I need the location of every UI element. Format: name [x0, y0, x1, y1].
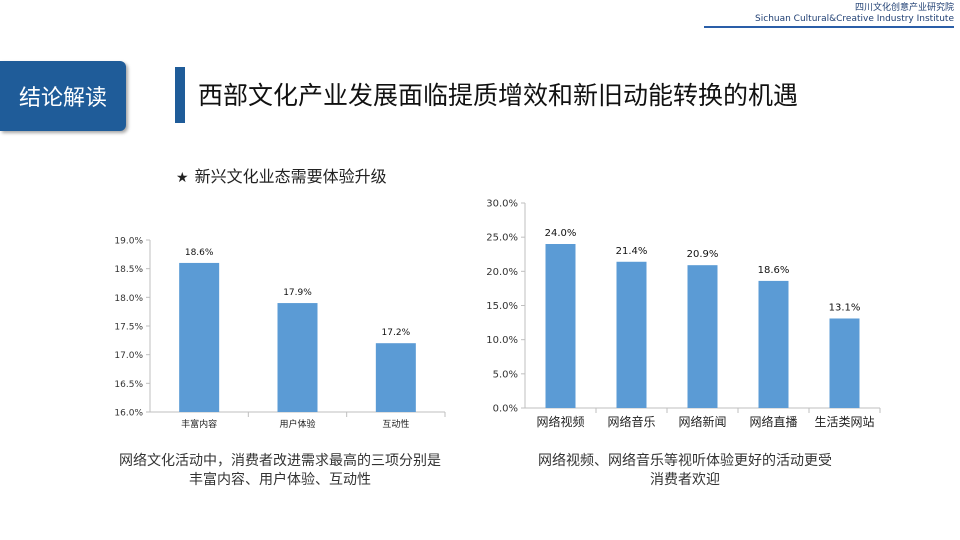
left-caption-line-1: 网络文化活动中，消费者改进需求最高的三项分别是 — [119, 453, 441, 469]
subtitle-text: 新兴文化业态需要体验升级 — [194, 167, 387, 186]
right-y-tick-label: 10.0% — [486, 335, 518, 346]
left-y-tick-label: 18.0% — [114, 294, 143, 304]
left-y-tick-label: 17.0% — [114, 351, 143, 361]
right-chart-caption: 网络视频、网络音乐等视听体验更好的活动更受 消费者欢迎 — [495, 452, 875, 490]
institute-name-en: Sichuan Cultural&Creative Industry Insti… — [755, 14, 954, 24]
left-category-label: 用户体验 — [279, 418, 315, 430]
left-bar — [375, 343, 416, 412]
left-y-tick-label: 17.5% — [114, 323, 143, 333]
right-category-label: 网络新闻 — [678, 414, 726, 429]
institute-name: 四川文化创意产业研究院 Sichuan Cultural&Creative In… — [704, 3, 954, 28]
left-bar-value-label: 18.6% — [185, 248, 214, 258]
right-caption-line-2: 消费者欢迎 — [650, 472, 720, 488]
right-category-label: 网络直播 — [749, 414, 797, 429]
left-chart-caption: 网络文化活动中，消费者改进需求最高的三项分别是 丰富内容、用户体验、互动性 — [90, 452, 470, 490]
right-bar-value-label: 18.6% — [758, 265, 790, 276]
right-bar — [616, 261, 647, 408]
right-y-tick-label: 0.0% — [493, 404, 518, 415]
right-caption-line-1: 网络视频、网络音乐等视听体验更好的活动更受 — [538, 453, 832, 469]
header-rule — [704, 26, 954, 28]
right-bar-value-label: 20.9% — [687, 249, 719, 260]
left-y-tick-label: 16.0% — [114, 409, 143, 419]
left-bar — [277, 303, 318, 412]
left-y-tick-label: 19.0% — [114, 237, 143, 247]
subtitle: ★ 新兴文化业态需要体验升级 — [176, 163, 387, 187]
institute-name-cn: 四川文化创意产业研究院 — [854, 3, 954, 13]
star-icon: ★ — [176, 170, 189, 186]
right-bar — [545, 244, 576, 408]
left-bar-value-label: 17.2% — [382, 328, 411, 338]
right-category-label: 网络视频 — [536, 414, 584, 429]
left-y-tick-label: 16.5% — [114, 380, 143, 390]
page-title: 西部文化产业发展面临提质增效和新旧动能转换的机遇 — [198, 81, 799, 110]
right-y-tick-label: 15.0% — [486, 301, 518, 312]
right-y-tick-label: 20.0% — [486, 267, 518, 278]
right-category-label: 网络音乐 — [607, 414, 655, 429]
section-badge: 结论解读 — [0, 61, 126, 131]
right-bar — [829, 318, 860, 408]
left-caption-line-2: 丰富内容、用户体验、互动性 — [189, 472, 371, 488]
right-bar — [687, 265, 718, 408]
right-bar-value-label: 13.1% — [829, 302, 861, 313]
right-bar — [758, 280, 789, 408]
left-category-label: 丰富内容 — [181, 418, 217, 430]
left-bar — [179, 262, 220, 412]
right-y-tick-label: 5.0% — [493, 369, 518, 380]
right-category-label: 生活类网站 — [814, 415, 874, 429]
left-category-label: 互动性 — [382, 418, 409, 430]
right-y-tick-label: 25.0% — [486, 233, 518, 244]
right-bar-value-label: 21.4% — [616, 246, 648, 257]
title-accent-bar — [175, 67, 185, 123]
left-y-tick-label: 18.5% — [114, 265, 143, 275]
left-bar-value-label: 17.9% — [283, 288, 312, 298]
right-bar-value-label: 24.0% — [545, 228, 577, 239]
right-y-tick-label: 30.0% — [486, 199, 518, 210]
